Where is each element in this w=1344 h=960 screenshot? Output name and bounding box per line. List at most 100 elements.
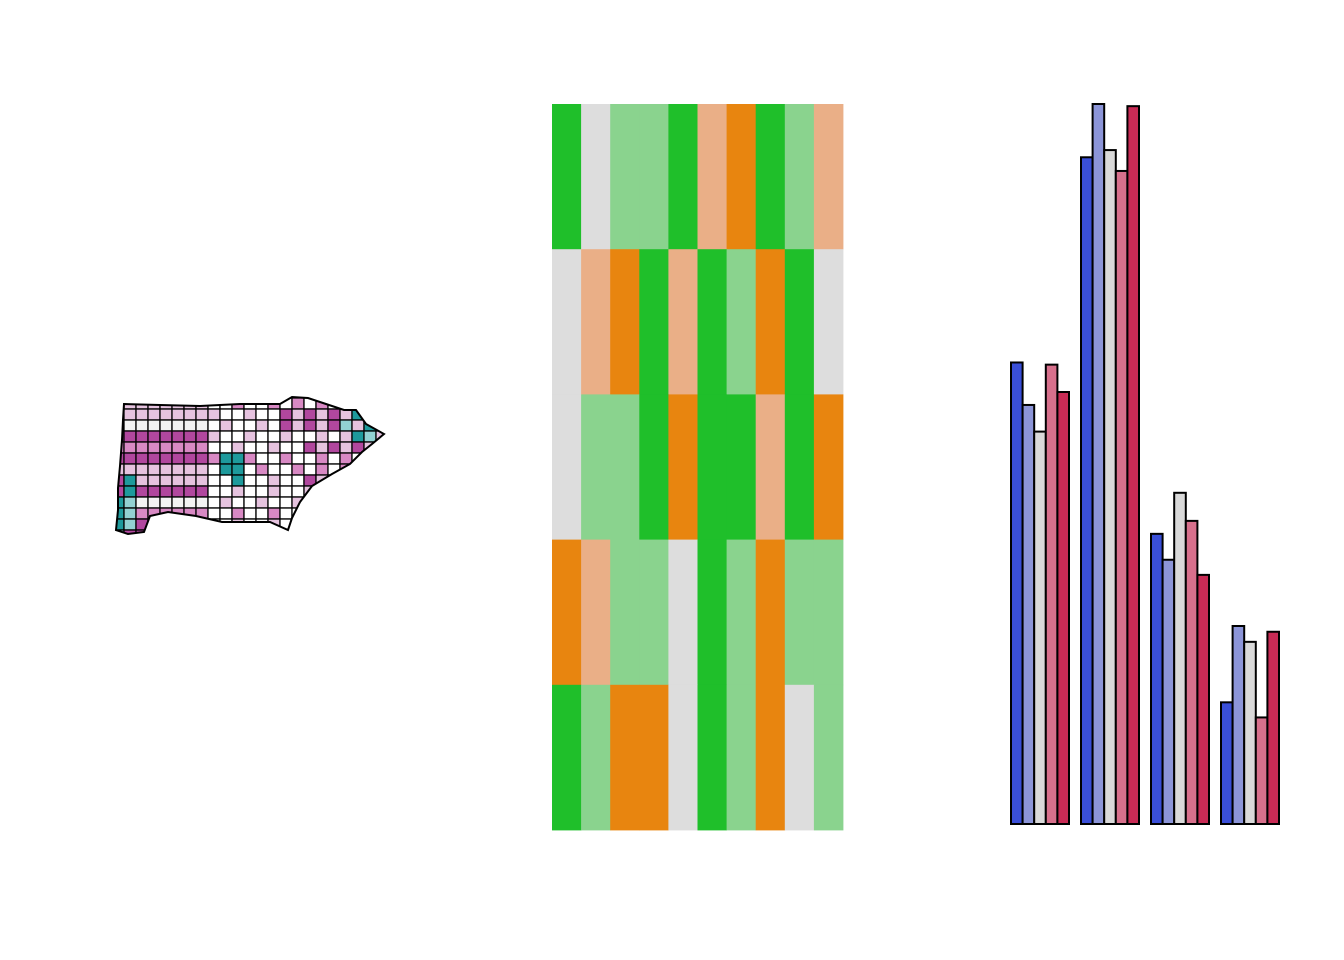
map-region xyxy=(195,408,209,421)
map-region xyxy=(159,463,173,476)
map-region xyxy=(147,419,161,432)
bar xyxy=(1044,363,1059,825)
bar xyxy=(1056,391,1071,825)
map-region xyxy=(147,452,161,465)
map-region xyxy=(315,463,329,476)
bar xyxy=(1010,361,1024,825)
heatmap-cell xyxy=(552,684,582,831)
map-region xyxy=(147,463,161,476)
map-region xyxy=(255,430,269,443)
map-region xyxy=(123,452,137,465)
map-region xyxy=(267,485,281,498)
map-region xyxy=(171,474,185,487)
map-region xyxy=(116,463,125,476)
map-region xyxy=(159,485,173,498)
map-region xyxy=(183,463,197,476)
map-region xyxy=(171,419,185,432)
map-region xyxy=(183,452,197,465)
map-region xyxy=(219,474,233,487)
map-region xyxy=(219,485,233,498)
heatmap-cell xyxy=(813,394,844,540)
map-region xyxy=(207,496,221,509)
heatmap-cell xyxy=(610,104,640,250)
map-region xyxy=(219,507,233,520)
map-region xyxy=(231,474,245,487)
heatmap-cell xyxy=(668,104,698,250)
map-region xyxy=(291,463,305,476)
heatmap-cell xyxy=(668,684,698,831)
map-region xyxy=(231,430,245,443)
map-region xyxy=(135,441,149,454)
map-region xyxy=(183,485,197,498)
map-region xyxy=(279,441,293,454)
map-region xyxy=(159,496,173,509)
map-region xyxy=(303,419,317,432)
map-region xyxy=(291,452,305,465)
map-region xyxy=(279,485,293,498)
bar xyxy=(1091,103,1106,825)
map-region xyxy=(147,397,161,410)
bar xyxy=(1196,573,1211,825)
map-region xyxy=(291,397,305,410)
map-region xyxy=(183,441,197,454)
map-region xyxy=(135,419,149,432)
map-region xyxy=(327,408,341,421)
map-region xyxy=(183,408,197,421)
heatmap-cell xyxy=(697,394,727,540)
heatmap-cell xyxy=(726,394,757,540)
heatmap-cell xyxy=(697,249,727,395)
map-region xyxy=(219,408,233,421)
map-region xyxy=(123,529,137,534)
map-region xyxy=(231,419,245,432)
map-region xyxy=(231,496,245,509)
map-region xyxy=(267,441,281,454)
heatmap-cell xyxy=(581,684,611,831)
heatmap-cell xyxy=(668,394,698,540)
bar xyxy=(1021,403,1036,825)
map-region xyxy=(231,452,245,465)
heatmap-cell xyxy=(581,394,611,540)
map-region xyxy=(207,408,221,421)
map-region xyxy=(291,474,305,487)
map-region xyxy=(291,430,305,443)
map-region xyxy=(123,463,137,476)
heatmap-cell xyxy=(668,249,698,395)
map-region xyxy=(171,452,185,465)
map-region xyxy=(219,419,233,432)
map-region xyxy=(219,452,233,465)
map-region xyxy=(279,507,293,520)
map-region xyxy=(267,474,281,487)
map-region xyxy=(303,408,317,421)
bar xyxy=(1161,558,1176,825)
heatmap-cell xyxy=(552,539,582,686)
bar xyxy=(1150,532,1164,826)
heatmap-cell xyxy=(726,104,757,250)
map-region xyxy=(123,507,137,520)
bar xyxy=(1184,519,1199,825)
map-region xyxy=(231,518,245,531)
map-region xyxy=(255,496,269,509)
map-region xyxy=(267,430,281,443)
map-region xyxy=(123,518,137,531)
map-region xyxy=(231,463,245,476)
map-region xyxy=(219,430,233,443)
map-region xyxy=(255,441,269,454)
map-region xyxy=(327,452,341,465)
heatmap-cell xyxy=(639,394,669,540)
heatmap-cell xyxy=(784,684,815,831)
map-region xyxy=(207,419,221,432)
map-region xyxy=(147,496,161,509)
map-region xyxy=(231,485,245,498)
heatmap-panel xyxy=(552,104,844,831)
map-region xyxy=(351,419,365,432)
map-region xyxy=(279,496,293,509)
map-region xyxy=(147,518,161,531)
map-region xyxy=(171,397,185,410)
map-region xyxy=(231,408,245,421)
map-region xyxy=(243,430,257,443)
map-region xyxy=(183,430,197,443)
heatmap-cell xyxy=(726,684,757,831)
map-region xyxy=(291,419,305,432)
heatmap-cell xyxy=(552,249,582,395)
map-region xyxy=(243,463,257,476)
